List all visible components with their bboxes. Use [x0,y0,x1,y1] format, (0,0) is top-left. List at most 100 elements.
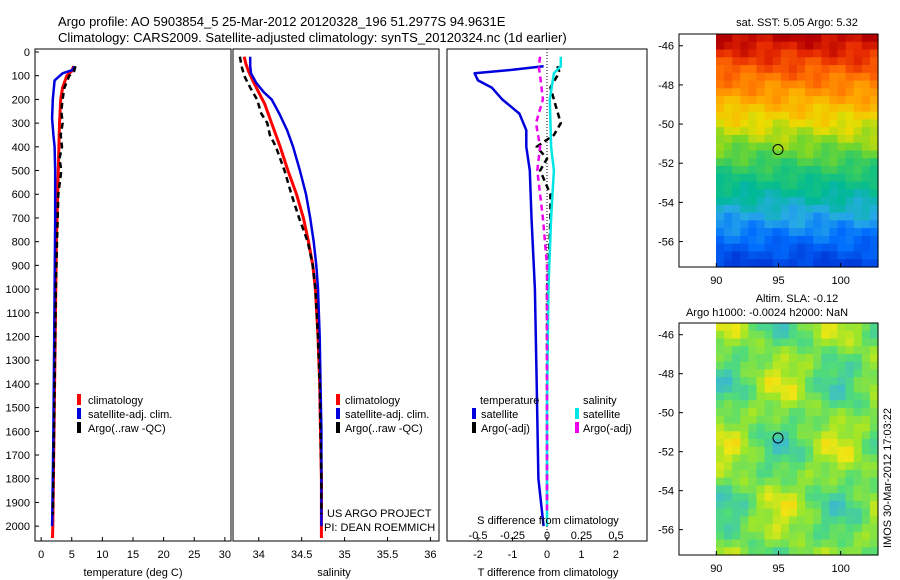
heatmap-cell [724,173,733,183]
heatmap-cell [756,34,766,43]
depth-tick-label: 900 [12,260,30,272]
heatmap-cell [716,439,725,448]
heatmap-cell [821,377,830,386]
heatmap-cell [845,189,855,198]
heatmap-cell [837,127,847,136]
heatmap-cell [829,439,839,448]
heatmap-cell [732,88,741,97]
heatmap-cell [837,142,847,152]
heatmap-cell [724,323,733,332]
heatmap-cell [772,204,782,214]
heatmap-cell [764,142,774,152]
heatmap-cell [861,346,871,355]
heatmap-cell [845,392,855,401]
heatmap-cell [821,251,830,260]
heatmap-cell [732,531,741,541]
heatmap-cell [724,197,733,206]
heatmap-cell [829,539,839,548]
heatmap-cell [861,72,871,82]
heatmap-cell [805,408,814,417]
heatmap-cell [780,454,790,463]
heatmap-cell [724,439,733,448]
heatmap-cell [805,431,814,440]
heatmap-cell [764,415,774,425]
heatmap-cell [797,72,806,82]
heatmap-cell [788,500,798,510]
heatmap-cell [788,80,798,89]
heatmap-cell [716,384,725,394]
heatmap-cell [756,197,766,206]
heatmap-cell [788,369,798,378]
heatmap-cell [756,103,766,113]
heatmap-cell [772,446,782,456]
heatmap-cell [861,446,871,456]
heatmap-cell [788,134,798,144]
heatmap-cell [740,485,749,494]
legend-swatch-sal-argo [575,422,579,433]
heatmap-cell [797,477,806,486]
heatmap-cell [805,323,814,332]
heatmap-cell [780,384,790,394]
heatmap-cell [716,181,725,190]
heatmap-cell [821,212,830,221]
heatmap-cell [813,96,822,105]
heatmap-cell [861,462,871,471]
heatmap-cell [805,330,814,340]
heatmap-cell [821,259,830,268]
heatmap-cell [716,134,725,144]
heatmap-cell [869,142,879,152]
heatmap-cell [764,111,774,121]
difference-series [473,56,563,527]
heatmap-cell [756,259,766,268]
heatmap-cell [724,353,733,363]
map-y-tick-label: -56 [658,237,674,249]
heatmap-cell [821,469,830,479]
heatmap-cell [869,330,879,340]
heatmap-cell [845,41,855,51]
heatmap-cell [740,150,749,159]
depth-tick-label: 600 [12,189,30,201]
heatmap-cell [748,111,758,121]
heatmap-cell [837,166,847,175]
heatmap-cell [805,251,814,260]
heatmap-cell [821,220,830,229]
heatmap-cell [724,377,733,386]
heatmap-cell [748,330,758,340]
heatmap-cell [748,228,758,237]
heatmap-cell [813,392,822,401]
heatmap-cell [756,346,766,355]
heatmap-cell [853,346,863,355]
heatmap-cell [724,431,733,440]
heatmap-cell [845,181,855,190]
heatmap-cell [716,346,725,355]
heatmap-cell [797,220,806,229]
heatmap-cell [845,228,855,237]
heatmap-cell [797,431,806,440]
legend-label: Argo(..raw -QC) [345,423,423,435]
heatmap-cell [805,220,814,229]
s-diff-tick-label: 0 [544,530,550,542]
heatmap-cell [756,485,766,494]
x-tick-label: 2 [613,549,619,561]
sla-heatmap-cells [716,323,879,556]
heatmap-cell [732,181,741,190]
heatmap-cell [740,346,749,355]
heatmap-cell [829,485,839,494]
heatmap-cell [837,259,847,268]
heatmap-cell [716,353,725,363]
heatmap-cell [797,485,806,494]
heatmap-cell [805,189,814,198]
heatmap-cell [861,235,871,245]
heatmap-cell [821,439,830,448]
heatmap-cell [788,96,798,105]
heatmap-cell [716,189,725,198]
heatmap-cell [788,173,798,183]
heatmap-cell [837,454,847,463]
heatmap-cell [716,500,725,510]
heatmap-cell [821,96,830,105]
heatmap-cell [756,220,766,229]
legend-swatch-climatology [77,394,81,405]
heatmap-cell [764,384,774,394]
heatmap-cell [869,243,879,253]
heatmap-cell [829,361,839,370]
